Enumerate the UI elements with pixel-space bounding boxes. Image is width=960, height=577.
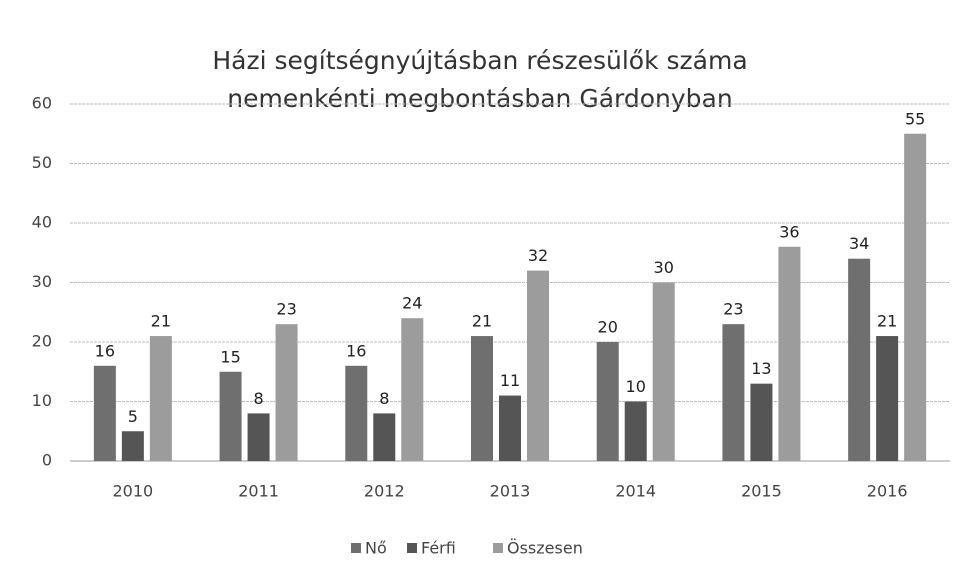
data-label: 23 <box>723 300 743 319</box>
x-tick-label: 2012 <box>364 482 405 501</box>
data-label: 16 <box>346 341 366 360</box>
x-tick-label: 2010 <box>112 482 153 501</box>
data-label: 21 <box>877 312 897 331</box>
bar <box>848 258 871 461</box>
bar <box>219 371 242 461</box>
data-label: 30 <box>654 258 674 277</box>
data-label: 24 <box>402 294 422 313</box>
x-tick-label: 2011 <box>238 482 279 501</box>
x-tick-label: 2016 <box>867 482 908 501</box>
x-tick-label: 2014 <box>615 482 656 501</box>
bar <box>750 383 773 461</box>
data-label: 32 <box>528 246 548 265</box>
bar <box>121 431 144 461</box>
bar <box>149 336 172 461</box>
legend-label: Összesen <box>507 539 583 558</box>
y-tick-label: 10 <box>32 391 52 410</box>
chart-title: nemenkénti megbontásban Gárdonyban <box>227 84 732 113</box>
data-label: 36 <box>779 222 799 241</box>
bar <box>345 365 368 461</box>
bar <box>471 336 493 461</box>
y-tick-label: 50 <box>32 153 52 172</box>
bar <box>904 133 927 461</box>
bar <box>876 336 899 461</box>
y-tick-label: 30 <box>32 272 52 291</box>
y-tick-label: 60 <box>32 94 52 113</box>
data-label: 20 <box>598 318 618 337</box>
data-label: 34 <box>849 234 869 253</box>
y-tick-label: 20 <box>32 332 52 351</box>
x-tick-label: 2013 <box>490 482 531 501</box>
x-tick-label: 2015 <box>741 482 782 501</box>
legend-label: Férfi <box>421 539 456 558</box>
data-label: 21 <box>151 312 171 331</box>
data-label: 8 <box>253 389 263 408</box>
bar <box>499 395 521 461</box>
data-label: 8 <box>379 389 389 408</box>
bar <box>652 282 675 461</box>
bar <box>93 365 116 461</box>
data-label: 55 <box>905 109 925 128</box>
data-label: 5 <box>128 407 138 426</box>
chart-title: Házi segítségnyújtásban részesülők száma <box>212 46 747 75</box>
y-tick-label: 40 <box>32 213 52 232</box>
legend-swatch <box>407 543 417 553</box>
bar <box>373 413 396 461</box>
data-label: 21 <box>472 312 492 331</box>
bar <box>722 324 745 461</box>
bar <box>527 270 549 461</box>
data-label: 11 <box>500 371 520 390</box>
y-tick-label: 0 <box>42 451 52 470</box>
legend-label: Nő <box>365 539 387 558</box>
bar <box>624 401 647 461</box>
data-label: 16 <box>95 341 115 360</box>
data-label: 10 <box>626 377 646 396</box>
bar <box>401 318 424 461</box>
legend-swatch <box>493 543 503 553</box>
bar <box>596 342 619 461</box>
bar <box>275 324 298 461</box>
data-label: 13 <box>751 359 771 378</box>
data-label: 23 <box>276 300 296 319</box>
bar <box>247 413 270 461</box>
bar <box>778 246 801 461</box>
legend-swatch <box>351 543 361 553</box>
data-label: 15 <box>220 347 240 366</box>
